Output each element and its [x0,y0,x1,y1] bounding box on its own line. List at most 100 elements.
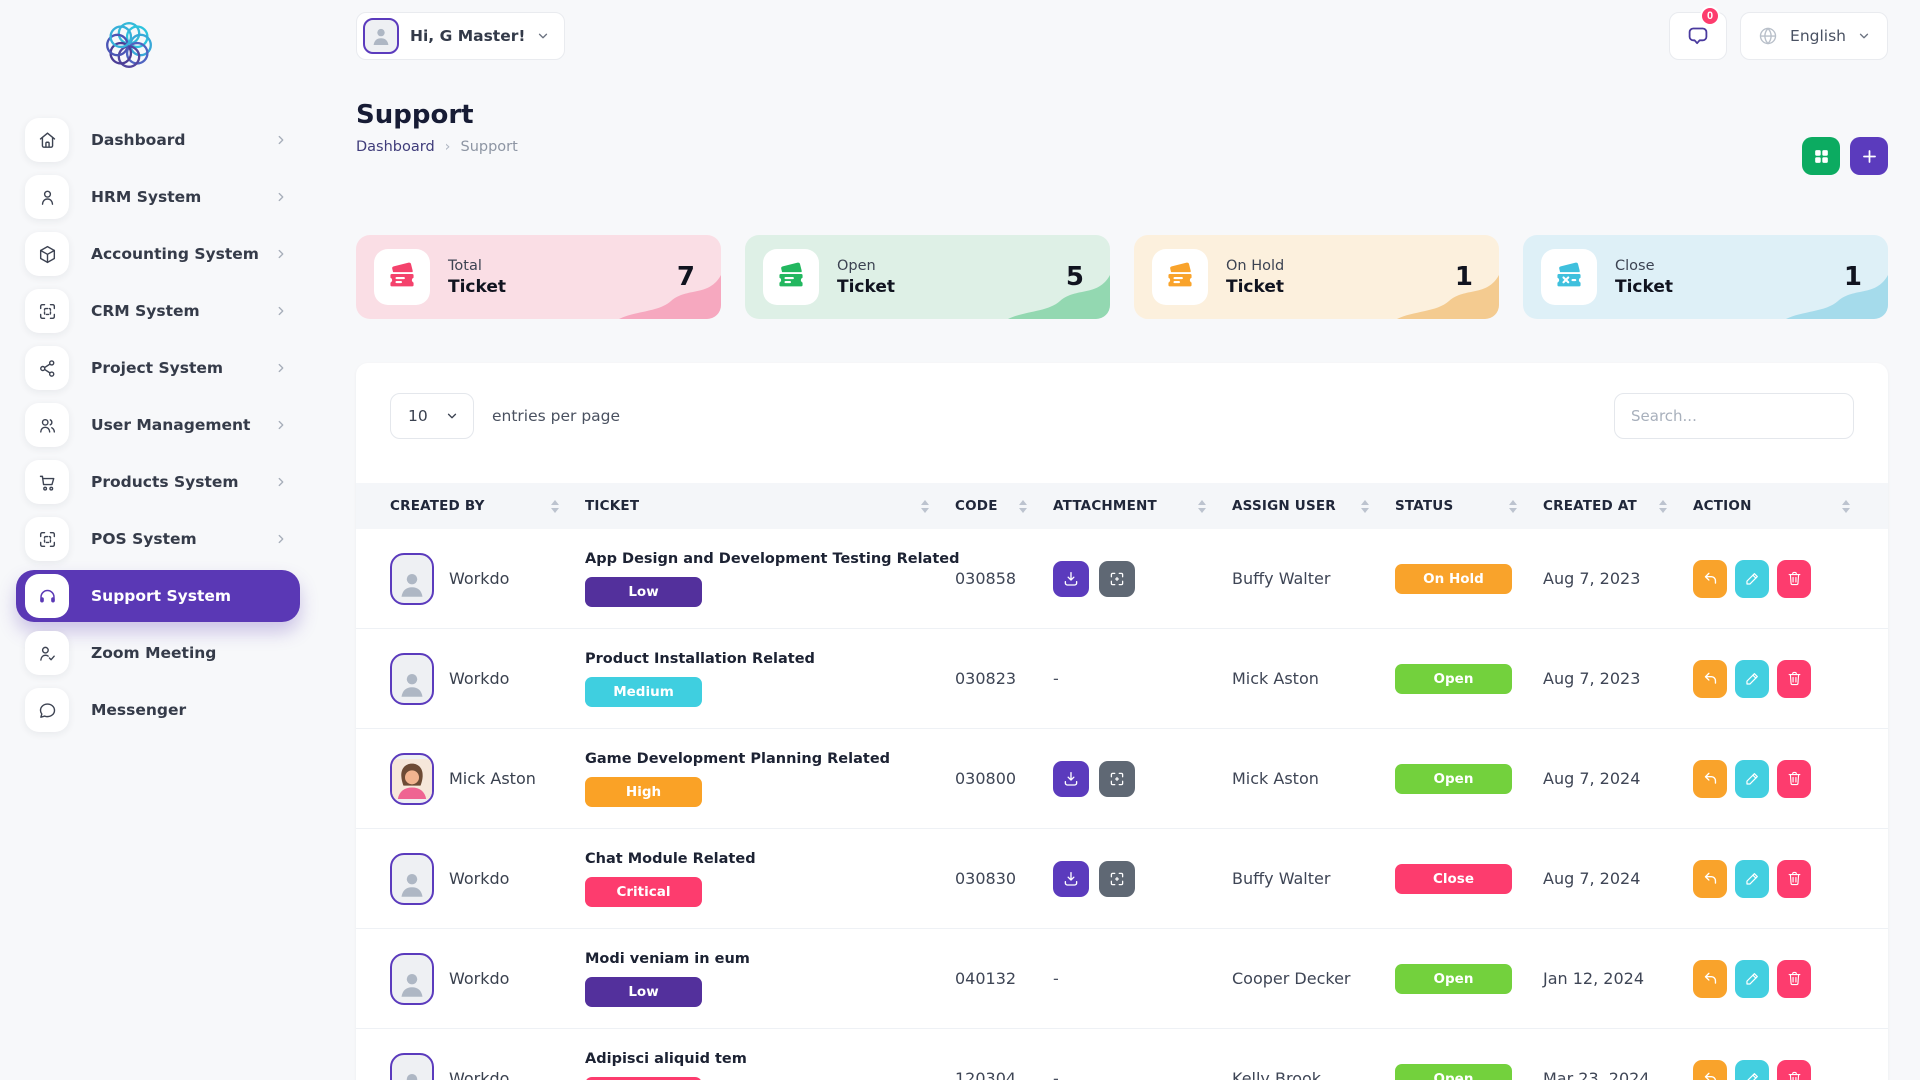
ticket-title: App Design and Development Testing Relat… [585,550,960,567]
table-header: CREATED BY TICKET CODE ATTACHMENT ASSIGN… [356,483,1888,529]
pencil-icon [1744,570,1761,587]
column-header-attachment[interactable]: ATTACHMENT [1053,498,1232,514]
pencil-icon [1744,770,1761,787]
reply-button[interactable] [1693,659,1727,698]
priority-badge: Low [585,576,702,607]
delete-button[interactable] [1777,559,1811,598]
delete-button[interactable] [1777,1059,1811,1080]
delete-button[interactable] [1777,859,1811,898]
expand-icon [1108,770,1126,788]
sort-icon [921,499,929,513]
undo-icon [1702,970,1719,987]
sidebar-item-zoom-meeting[interactable]: Zoom Meeting [16,627,300,679]
undo-icon [1702,1070,1719,1080]
breadcrumb: Dashboard › Support [356,139,518,155]
no-attachment: - [1053,1069,1059,1080]
preview-attachment-button[interactable] [1099,560,1135,597]
stat-cards: Total Ticket 7 Open Ticket 5 On Hold [356,235,1888,319]
column-header-code[interactable]: CODE [955,498,1053,514]
reply-button[interactable] [1693,759,1727,798]
reply-button[interactable] [1693,559,1727,598]
pencil-icon [1744,670,1761,687]
sidebar-item-project[interactable]: Project System [16,342,300,394]
undo-icon [1702,570,1719,587]
ticket-code: 030823 [955,669,1017,688]
chevron-down-icon [1857,29,1871,43]
download-attachment-button[interactable] [1053,760,1089,797]
user-menu[interactable]: Hi, G Master! [356,12,566,60]
search-input[interactable] [1614,393,1854,439]
sidebar-item-messenger[interactable]: Messenger [16,684,300,736]
page-header: Support Dashboard › Support [356,100,1888,175]
ticket-icon [763,249,819,305]
sidebar-item-dashboard[interactable]: Dashboard [16,114,300,166]
avatar [390,552,434,605]
create-ticket-button[interactable] [1850,137,1888,175]
messages-button[interactable]: 0 [1669,6,1728,60]
ticket-code: 120304 [955,1069,1017,1080]
preview-attachment-button[interactable] [1099,860,1135,897]
sidebar-item-accounting[interactable]: Accounting System [16,228,300,280]
assign-user: Cooper Decker [1232,969,1351,988]
sidebar-item-pos[interactable]: POS System [16,513,300,565]
delete-button[interactable] [1777,759,1811,798]
sidebar-item-hrm[interactable]: HRM System [16,171,300,223]
preview-attachment-button[interactable] [1099,760,1135,797]
column-header-created-by[interactable]: CREATED BY [390,498,585,514]
created-by-name: Workdo [449,569,510,588]
edit-button[interactable] [1735,659,1769,698]
delete-button[interactable] [1777,659,1811,698]
stat-card-onhold-ticket: On Hold Ticket 1 [1134,235,1499,319]
column-header-ticket[interactable]: TICKET [585,498,955,514]
edit-button[interactable] [1735,759,1769,798]
reply-button[interactable] [1693,859,1727,898]
assign-user: Kelly Brook [1232,1069,1322,1080]
page-title: Support [356,100,474,130]
trash-icon [1786,970,1803,987]
column-header-status[interactable]: STATUS [1395,498,1543,514]
grid-view-button[interactable] [1802,137,1840,175]
reply-button[interactable] [1693,1059,1727,1080]
download-attachment-button[interactable] [1053,560,1089,597]
edit-button[interactable] [1735,559,1769,598]
ticket-code: 030858 [955,569,1017,588]
edit-button[interactable] [1735,859,1769,898]
edit-button[interactable] [1735,959,1769,998]
created-by-name: Workdo [449,869,510,888]
trash-icon [1786,870,1803,887]
pencil-icon [1744,870,1761,887]
stat-card-close-ticket: Close Ticket 1 [1523,235,1888,319]
priority-badge: Medium [585,676,702,707]
no-attachment: - [1053,969,1059,988]
column-header-action[interactable]: ACTION [1693,498,1854,514]
sidebar-item-products[interactable]: Products System [16,456,300,508]
delete-button[interactable] [1777,959,1811,998]
column-header-assign-user[interactable]: ASSIGN USER [1232,498,1395,514]
created-at: Jan 12, 2024 [1543,969,1644,988]
chevron-down-icon [445,409,459,423]
avatar [390,952,434,1005]
language-selector[interactable]: English [1740,12,1888,60]
chevron-right-icon [274,304,288,318]
stat-card-open-ticket: Open Ticket 5 [745,235,1110,319]
reply-button[interactable] [1693,959,1727,998]
sidebar-item-crm[interactable]: CRM System [16,285,300,337]
assign-user: Buffy Walter [1232,869,1331,888]
download-attachment-button[interactable] [1053,860,1089,897]
table-controls: 10 entries per page [356,393,1888,439]
ticket-title: Chat Module Related [585,850,756,867]
entries-per-page-select[interactable]: 10 [390,393,474,439]
sidebar-item-support[interactable]: Support System [16,570,300,622]
chevron-right-icon [274,133,288,147]
app-logo [98,14,300,80]
sort-icon [1659,499,1667,513]
edit-button[interactable] [1735,1059,1769,1080]
breadcrumb-dashboard-link[interactable]: Dashboard [356,139,435,155]
trash-icon [1786,1070,1803,1080]
created-at: Mar 23, 2024 [1543,1069,1650,1080]
ticket-title: Product Installation Related [585,650,815,667]
column-header-created-at[interactable]: CREATED AT [1543,498,1693,514]
ticket-icon [374,249,430,305]
ticket-code: 030830 [955,869,1017,888]
sidebar-item-user-management[interactable]: User Management [16,399,300,451]
